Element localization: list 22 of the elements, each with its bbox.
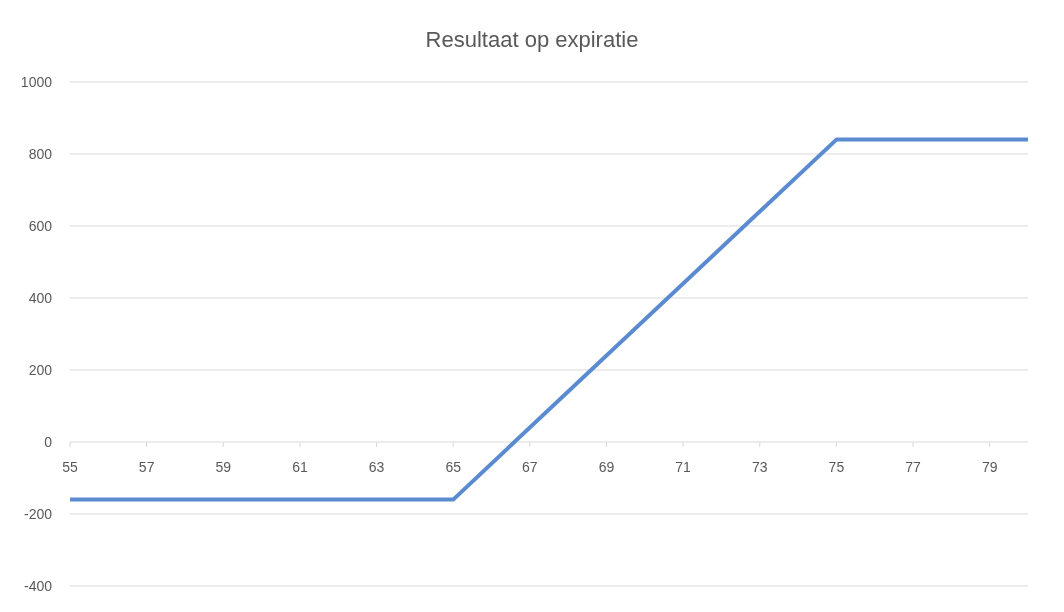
x-tick-label: 57 <box>138 459 155 475</box>
y-tick-label: 600 <box>28 217 53 234</box>
y-tick-label: 800 <box>28 145 53 162</box>
x-tick-label: 61 <box>292 459 308 475</box>
y-tick-label: 1000 <box>20 73 53 90</box>
x-tick-label: 59 <box>215 459 232 475</box>
x-tick-label: 63 <box>368 459 385 475</box>
x-tick-label: 71 <box>675 459 692 475</box>
y-tick-label: -400 <box>23 577 53 594</box>
x-tick-label: 67 <box>522 459 538 475</box>
x-tick-label: 69 <box>598 459 615 475</box>
x-tick-label: 73 <box>751 459 768 475</box>
y-tick-label: -200 <box>23 505 53 522</box>
y-tick-label: 400 <box>28 289 53 306</box>
x-tick-label: 65 <box>445 459 462 475</box>
x-tick-label: 75 <box>828 459 845 475</box>
chart-title: Resultaat op expiratie <box>424 26 640 54</box>
x-tick-label: 55 <box>62 459 78 475</box>
y-tick-label: 0 <box>44 433 53 450</box>
y-tick-label: 200 <box>28 361 53 378</box>
x-tick-label: 77 <box>905 459 922 475</box>
x-tick-label: 79 <box>981 459 998 475</box>
